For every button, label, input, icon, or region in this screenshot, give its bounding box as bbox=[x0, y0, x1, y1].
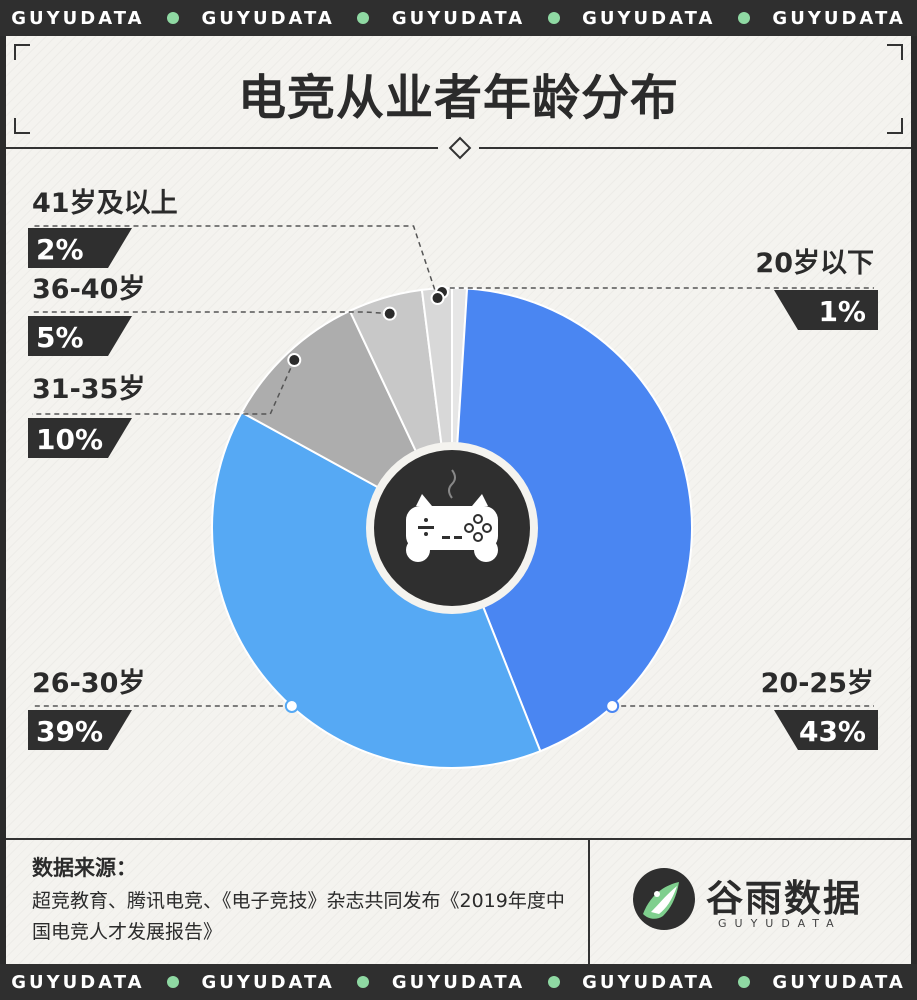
leader-dot bbox=[287, 353, 302, 368]
band-dot bbox=[737, 976, 750, 988]
leader-dot bbox=[284, 699, 299, 713]
band-word: GUYUDATA bbox=[391, 7, 526, 29]
slice-label: 20岁以下 bbox=[755, 248, 874, 279]
footer-divider bbox=[588, 840, 590, 964]
value-badge bbox=[28, 710, 132, 750]
value-badge bbox=[28, 228, 132, 268]
value-badge bbox=[774, 290, 878, 330]
band-word: GUYUDATA bbox=[772, 7, 906, 29]
band-dot bbox=[547, 12, 560, 24]
donut-chart: 20岁以下 1% 20-25岁 43% 26-30岁 39% 31-35岁 10% 36-40岁… bbox=[28, 188, 878, 769]
band-word: GUYUDATA bbox=[11, 7, 145, 29]
corner-bracket bbox=[887, 118, 903, 134]
value-label: 39% bbox=[36, 715, 103, 748]
band-dot bbox=[357, 12, 370, 24]
band-word: GUYUDATA bbox=[11, 971, 145, 993]
slice-label: 41岁及以上 bbox=[32, 188, 178, 219]
corner-bracket bbox=[14, 118, 30, 134]
pie-slice-3 bbox=[211, 411, 542, 769]
title-rule bbox=[479, 147, 911, 149]
band-word: GUYUDATA bbox=[391, 971, 526, 993]
leader-line bbox=[32, 359, 295, 415]
value-label: 5% bbox=[36, 321, 84, 354]
band-word: GUYUDATA bbox=[201, 7, 335, 29]
band-word: GUYUDATA bbox=[772, 971, 906, 993]
band-dot bbox=[357, 976, 370, 988]
band-dot bbox=[547, 976, 560, 988]
title-rule bbox=[6, 147, 438, 149]
logo-name: 谷雨数据 bbox=[706, 876, 862, 920]
band-word: GUYUDATA bbox=[201, 971, 335, 993]
band-word: GUYUDATA bbox=[582, 971, 716, 993]
logo-bird-icon bbox=[633, 868, 695, 930]
logo-subtitle: GUYUDATA bbox=[718, 917, 842, 930]
slice-label: 26-30岁 bbox=[32, 668, 145, 699]
top-brand-band: GUYUDATA GUYUDATA GUYUDATA GUYUDATA GUYU… bbox=[0, 0, 917, 36]
leader-line bbox=[32, 225, 439, 299]
value-label: 2% bbox=[36, 233, 84, 266]
slice-label: 31-35岁 bbox=[32, 374, 145, 405]
slice-label: 36-40岁 bbox=[32, 274, 145, 305]
gamepad-icon bbox=[406, 469, 498, 562]
corner-bracket bbox=[14, 44, 30, 60]
bottom-brand-band: GUYUDATA GUYUDATA GUYUDATA GUYUDATA GUYU… bbox=[0, 964, 917, 1000]
band-dot bbox=[167, 976, 180, 988]
value-badge bbox=[28, 418, 132, 458]
value-label: 43% bbox=[799, 715, 866, 748]
chart-title: 电竞从业者年龄分布 bbox=[237, 70, 679, 126]
value-badge bbox=[774, 710, 878, 750]
band-dot bbox=[167, 12, 180, 24]
leader-dot bbox=[430, 291, 445, 306]
leader-line bbox=[32, 311, 390, 315]
slice-label: 20-25岁 bbox=[761, 668, 874, 699]
footer-rule bbox=[6, 838, 911, 840]
value-label: 1% bbox=[818, 295, 866, 328]
infographic-card: 电竞从业者年龄分布 20岁以下 1% 20-25岁 43% 26-30岁 39% 31-35… bbox=[6, 36, 911, 964]
value-label: 10% bbox=[36, 423, 103, 456]
leader-dot bbox=[382, 306, 397, 321]
source-text: 超竞教育、腾讯电竞、《电子竞技》杂志共同发布《2019年度中国电竞人才发展报告》 bbox=[32, 890, 565, 943]
value-badge bbox=[28, 316, 132, 356]
source-heading: 数据来源： bbox=[32, 856, 137, 880]
band-word: GUYUDATA bbox=[582, 7, 716, 29]
band-dot bbox=[737, 12, 750, 24]
corner-bracket bbox=[887, 44, 903, 60]
leader-dot bbox=[605, 699, 620, 713]
